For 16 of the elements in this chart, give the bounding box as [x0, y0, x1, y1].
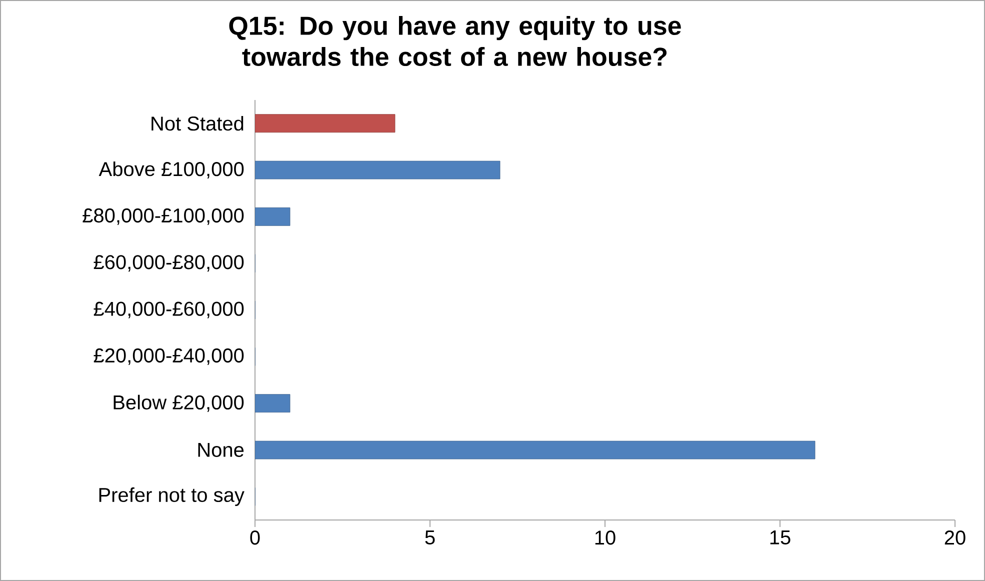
- x-tick-label: 20: [944, 530, 966, 545]
- x-tick-label: 0: [250, 530, 260, 545]
- y-tick-label: £20,000-£40,000: [94, 348, 244, 365]
- y-tick-label: £60,000-£80,000: [94, 255, 244, 272]
- x-tick-label: 5: [425, 530, 435, 544]
- y-tick-label: £40,000-£60,000: [94, 302, 244, 318]
- y-tick-label: Above £100,000: [98, 161, 244, 179]
- x-tick-label: 10: [595, 530, 616, 545]
- y-tick-label: Below £20,000: [114, 394, 244, 412]
- bar: [255, 160, 500, 180]
- y-tick-label: Not Stated: [152, 116, 244, 131]
- x-tick-label: 15: [770, 530, 790, 544]
- y-tick-label: None: [198, 443, 244, 457]
- y-tick-label: Prefer not to say: [99, 487, 244, 506]
- y-tick-label: £80,000-£100,000: [82, 208, 244, 225]
- chart-title: Q15: Do you have any equity to use towards the cost of a new house?: [229, 16, 681, 66]
